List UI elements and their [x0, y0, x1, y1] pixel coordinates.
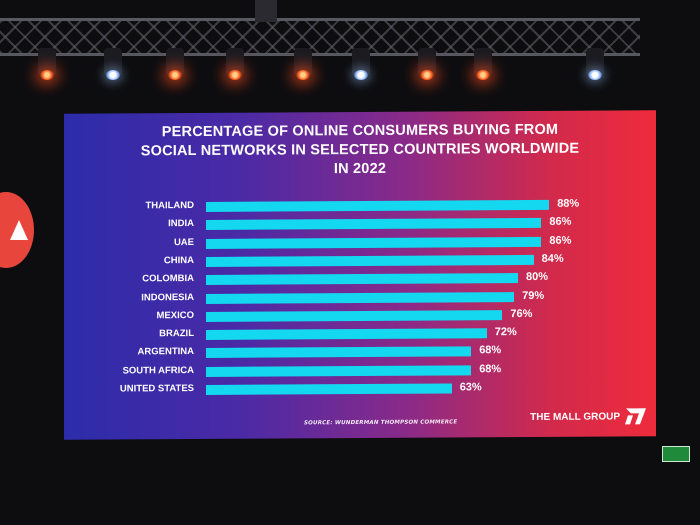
value-label: 76% [510, 307, 533, 320]
category-label: INDONESIA [141, 291, 194, 303]
bar [206, 383, 452, 395]
stage-light [586, 48, 604, 80]
category-label: ARGENTINA [137, 346, 194, 358]
value-label: 68% [479, 362, 502, 375]
value-label: 68% [479, 344, 502, 357]
bar [206, 365, 472, 377]
stage-truss [0, 18, 640, 56]
bar [206, 254, 534, 267]
bar-chart: THAILAND 88% INDIA 86% UAE 86% CHINA 84% COLOMBI… [64, 110, 656, 395]
event-logo-glyph [10, 220, 28, 240]
category-label: SOUTH AFRICA [122, 364, 194, 377]
stage-light [166, 48, 184, 80]
bar [206, 309, 503, 322]
stage-light [294, 48, 312, 80]
value-label: 86% [549, 216, 572, 229]
value-label: 72% [494, 326, 517, 339]
source-note: SOURCE: WUNDERMAN THOMPSON COMMERCE [304, 419, 458, 427]
stage-light [352, 48, 370, 80]
category-label: BRAZIL [159, 328, 194, 340]
projection-screen: PERCENTAGE OF ONLINE CONSUMERS BUYING FR… [64, 110, 656, 440]
value-label: 79% [522, 289, 545, 302]
bar [206, 346, 472, 359]
stage-light [418, 48, 436, 80]
category-label: MEXICO [156, 309, 194, 322]
brand-name: THE MALL GROUP [530, 411, 620, 423]
value-label: 86% [549, 234, 572, 247]
chart-title-line: IN 2022 [333, 160, 387, 178]
stage-light [38, 48, 56, 80]
bar [206, 199, 550, 212]
bar [206, 328, 487, 341]
category-label: UNITED STATES [119, 383, 194, 395]
chart-title: PERCENTAGE OF ONLINE CONSUMERS BUYING FR… [64, 120, 656, 181]
category-label: CHINA [163, 254, 194, 267]
stage-light [104, 48, 122, 80]
value-label: 63% [459, 381, 482, 394]
value-label: 88% [557, 197, 580, 210]
bar [206, 273, 518, 286]
brand-logo-icon [625, 408, 646, 425]
category-label: UAE [173, 236, 194, 248]
rig-hanger [255, 0, 277, 22]
bar [206, 218, 542, 231]
stage-light [226, 48, 244, 80]
category-label: THAILAND [145, 200, 194, 212]
stage-light [474, 48, 492, 80]
bar [206, 236, 542, 249]
exit-sign [662, 446, 690, 462]
value-label: 80% [526, 271, 549, 284]
bar [206, 291, 515, 304]
chart-title-line: SOCIAL NETWORKS IN SELECTED COUNTRIES WO… [140, 140, 580, 160]
category-label: INDIA [168, 218, 194, 230]
category-label: COLOMBIA [142, 273, 194, 285]
value-label: 84% [541, 252, 564, 265]
